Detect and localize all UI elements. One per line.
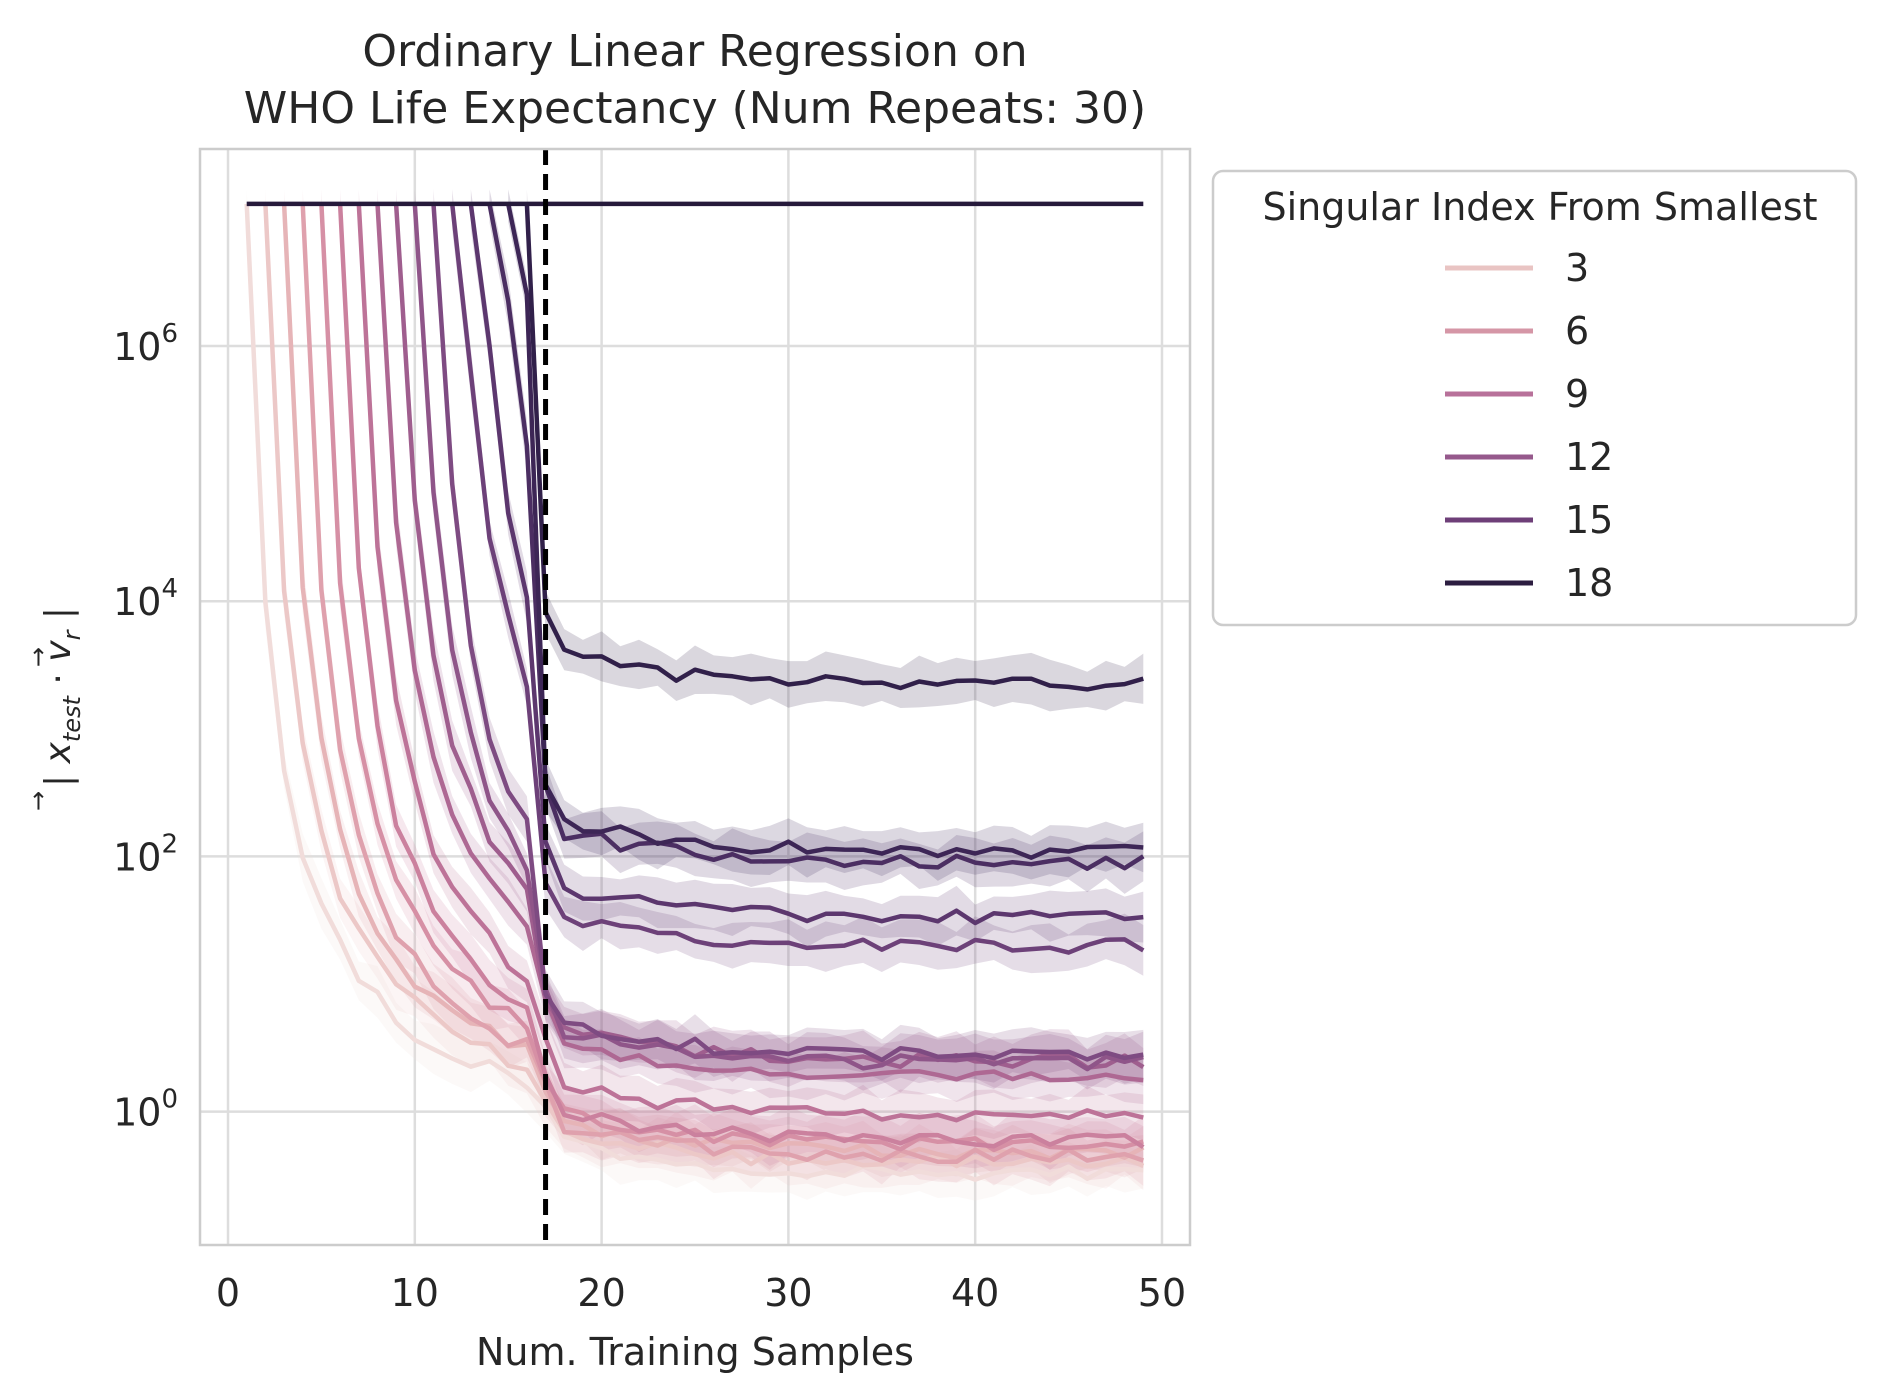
series-line-index-9 [375, 203, 1144, 1083]
y-tick-labels: 100 102 104 106 [113, 319, 178, 1135]
x-tick-label: 50 [1138, 1271, 1186, 1315]
series-line-index-16 [505, 203, 1144, 860]
legend-label: 3 [1565, 246, 1589, 290]
x-tick-label: 10 [391, 1271, 439, 1315]
series-line-index-15 [487, 203, 1145, 871]
series-line-index-7 [337, 203, 1145, 1149]
confidence-band [508, 189, 1144, 881]
legend: Singular Index From Smallest 3 6 9 12 15 18 [1211, 169, 1858, 627]
series-line-index-14 [468, 203, 1144, 926]
series-line-index-2 [244, 203, 1144, 1182]
legend-label: 12 [1565, 435, 1613, 479]
y-tick-label: 102 [113, 829, 178, 879]
y-axis-label: | xtest · vr | → → [24, 607, 86, 811]
x-tick-label: 30 [764, 1271, 812, 1315]
legend-label: 6 [1565, 309, 1589, 353]
legend-label: 9 [1565, 372, 1589, 416]
confidence-band [489, 189, 1144, 894]
x-tick-labels: 0 10 20 30 40 50 [216, 1271, 1186, 1315]
legend-entries: 3 6 9 12 15 18 [1445, 246, 1613, 605]
plot-area [198, 147, 1192, 1247]
x-tick-label: 20 [577, 1271, 625, 1315]
confidence-band [526, 189, 1144, 712]
confidence-bands [246, 189, 1144, 1201]
y-axis-label-text: | xtest · vr | [38, 607, 86, 787]
series-line-index-17 [524, 203, 1144, 692]
y-tick-label: 104 [113, 574, 178, 624]
legend-title: Singular Index From Smallest [1262, 185, 1817, 229]
series-line-index-10 [393, 203, 1145, 1070]
chart-title-line-2: WHO Life Expectancy (Num Repeats: 30) [244, 83, 1146, 134]
series-line-index-8 [356, 203, 1144, 1123]
plot-frame [198, 147, 1192, 1247]
x-axis-label: Num. Training Samples [476, 1330, 914, 1374]
x-tick-label: 0 [216, 1271, 240, 1315]
series-line-index-5 [300, 203, 1145, 1165]
series-line-index-13 [449, 203, 1145, 955]
chart-title-line-1: Ordinary Linear Regression on [362, 26, 1027, 77]
v-vector-arrow: → [24, 647, 52, 667]
series-line-index-11 [412, 203, 1144, 1072]
legend-label: 15 [1565, 498, 1613, 542]
series-lines [244, 201, 1145, 1182]
y-tick-label: 100 [113, 1085, 178, 1135]
series-line-index-4 [281, 203, 1145, 1161]
legend-box [1211, 169, 1858, 627]
series-line-index-3 [263, 203, 1145, 1169]
y-tick-label: 106 [113, 319, 178, 369]
x-tick-label: 40 [951, 1271, 999, 1315]
series-line-index-12 [431, 203, 1144, 1063]
x-vector-arrow: → [24, 791, 52, 811]
series-line-index-6 [319, 203, 1144, 1153]
legend-label: 18 [1565, 561, 1613, 605]
